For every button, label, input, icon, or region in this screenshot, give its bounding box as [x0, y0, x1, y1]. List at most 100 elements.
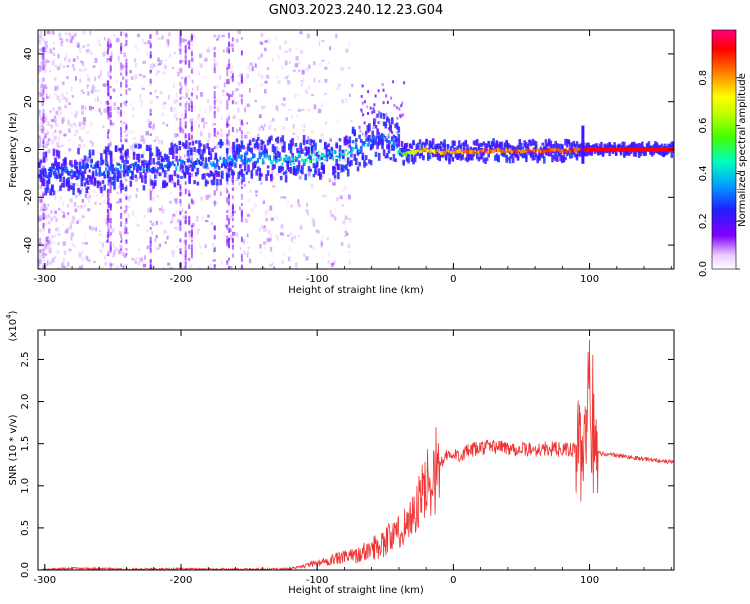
spectrogram-halo-cell [618, 143, 621, 149]
spectrogram-noise-cell [337, 83, 341, 87]
spectrogram-noise-cell [68, 175, 72, 179]
colorbar-tick-label: 0.6 [698, 118, 709, 134]
spectrogram-core-cell [145, 163, 148, 168]
spectrogram-streak-cell [149, 108, 152, 113]
spectrogram-noise-cell [200, 130, 203, 135]
spectrogram-halo-cell [283, 141, 286, 148]
spectrogram-halo-cell [203, 148, 206, 154]
spectrogram-halo-cell [583, 145, 587, 150]
spectrogram-noise-cell [288, 48, 292, 52]
spectrogram-noise-cell [44, 44, 48, 48]
spectrogram-noise-cell [133, 258, 136, 263]
spectrogram-noise-cell [142, 263, 147, 268]
spectrogram-halo-cell [466, 154, 469, 163]
spectrogram-streak-cell [190, 244, 193, 249]
spectrogram-streak-cell [107, 143, 110, 148]
spectrogram-halo-cell [209, 152, 213, 160]
spectrogram-noise-cell [78, 68, 83, 72]
spectrogram-noise-cell [78, 252, 82, 258]
spectrogram-noise-cell [264, 157, 268, 160]
spectrogram-halo-cell [364, 130, 368, 136]
spectrogram-core-cell [113, 168, 116, 171]
spectrogram-noise-cell [230, 70, 234, 74]
spectrogram-noise-cell [132, 114, 134, 119]
spectrogram-halo-cell [119, 155, 123, 160]
spectrogram-noise-cell [65, 97, 68, 103]
spectrogram-noise-cell [50, 258, 54, 263]
spectrogram-noise-cell [260, 226, 264, 230]
spectrogram-streak-cell [228, 257, 230, 261]
spectrogram-noise-cell [287, 108, 292, 111]
spectrogram-noise-cell [244, 134, 248, 139]
spectrogram-halo-cell [557, 144, 561, 149]
spectrogram-noise-cell [260, 125, 264, 129]
spectrogram-halo-cell [157, 156, 160, 161]
snr-xtick-label: 0 [450, 575, 456, 586]
spectrogram-noise-cell [223, 33, 225, 37]
spectrogram-core-cell [343, 152, 346, 156]
spectrogram-halo-cell [301, 167, 304, 175]
spectrogram-noise-cell [247, 247, 250, 250]
spectrogram-halo-cell [637, 150, 641, 158]
spectrogram-noise-cell [62, 241, 66, 246]
spectrogram-noise-cell [55, 219, 58, 222]
spectrogram-noise-cell [145, 50, 148, 56]
spectrogram-streak-cell [42, 140, 45, 145]
spectrogram-streak-cell [125, 123, 128, 128]
spectrogram-noise-cell [225, 187, 228, 190]
spectrogram-halo-cell [583, 151, 587, 157]
spectrogram-streak-cell [226, 235, 229, 242]
spectrogram-noise-cell [45, 50, 48, 53]
spectrogram-halo-cell [309, 155, 312, 163]
spectrogram-streak-cell [42, 144, 45, 149]
spectrogram-halo-cell [368, 123, 371, 132]
spectrogram-core-cell [559, 150, 562, 154]
spectrogram-noise-cell [98, 100, 100, 103]
spectrogram-noise-cell [319, 63, 322, 67]
spectrogram-halo-cell [271, 144, 275, 149]
spectrogram-noise-cell [52, 132, 55, 136]
spectrogram-noise-cell [151, 231, 153, 235]
spectrogram-streak-cell [179, 60, 182, 64]
spectrogram-halo-cell [198, 140, 201, 149]
spectrogram-halo-cell [167, 165, 170, 172]
spectrogram-noise-cell [184, 154, 186, 158]
spectrogram-noise-cell [290, 237, 293, 242]
spectrogram-core-cell [413, 150, 416, 155]
spectrogram-noise-cell [176, 218, 180, 223]
spectrogram-halo-cell [585, 151, 589, 157]
spectrogram-noise-cell [46, 258, 49, 262]
spectrogram-halo-cell [407, 152, 410, 156]
spectrogram-noise-cell [56, 95, 60, 100]
spectrogram-noise-cell [60, 81, 64, 85]
spectrogram-noise-cell [303, 253, 306, 257]
spectrogram-core-cell [436, 148, 439, 152]
spectrogram-streak-cell [179, 222, 182, 227]
spectrogram-noise-cell [38, 109, 41, 114]
spectrogram-halo-cell [379, 112, 383, 119]
spectrogram-halo-cell [126, 169, 129, 177]
spectrogram-halo-cell [83, 155, 87, 162]
spectrogram-halo-cell [374, 151, 378, 157]
spectrogram-halo-cell [206, 143, 209, 149]
spectrogram-core-cell [65, 166, 68, 171]
spectrogram-halo-cell [508, 144, 512, 149]
spectrogram-halo-cell [232, 141, 236, 149]
spectrogram-noise-cell [99, 196, 102, 199]
spectrogram-noise-cell [197, 114, 200, 118]
spectrogram-noise-cell [269, 233, 273, 238]
spectrogram-halo-cell [294, 157, 298, 162]
spectrogram-streak-cell [240, 254, 243, 257]
spectrogram-halo-cell [502, 151, 505, 157]
spectrogram-halo-cell [77, 148, 80, 155]
spectrogram-halo-cell [516, 144, 520, 151]
spectrogram-halo-cell [132, 151, 136, 156]
spectrogram-streak-cell [120, 72, 123, 76]
spectrogram-halo-cell [572, 151, 575, 155]
spectrogram-halo-cell [361, 155, 365, 161]
spectrogram-halo-cell [80, 172, 84, 177]
spectrogram-halo-cell [250, 147, 254, 154]
spectrogram-noise-cell [255, 136, 258, 141]
spectrogram-noise-cell [251, 66, 254, 72]
spectrogram-spike [581, 125, 585, 164]
